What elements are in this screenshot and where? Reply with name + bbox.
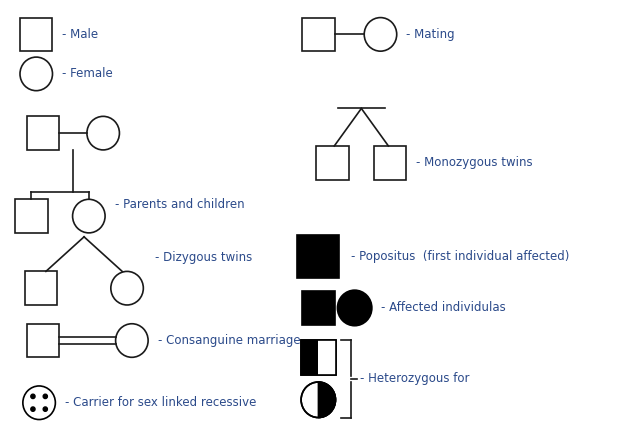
Bar: [27, 116, 59, 150]
Text: - Heterozygous for: - Heterozygous for: [360, 372, 470, 385]
Text: - Dizygous twins: - Dizygous twins: [155, 251, 252, 264]
Circle shape: [20, 57, 53, 91]
Text: - Affected individulas: - Affected individulas: [381, 301, 506, 314]
Circle shape: [43, 407, 48, 411]
Text: - Mating: - Mating: [406, 28, 455, 41]
Text: - Parents and children: - Parents and children: [115, 198, 244, 211]
Bar: [25, 271, 57, 305]
Bar: [302, 17, 334, 51]
Bar: [302, 291, 334, 325]
Bar: [27, 324, 59, 357]
Bar: [301, 340, 336, 375]
Circle shape: [337, 290, 372, 326]
Text: - Popositus  (first individual affected): - Popositus (first individual affected): [351, 250, 569, 263]
Circle shape: [364, 17, 397, 51]
Bar: [316, 146, 349, 180]
Text: - Monozygous twins: - Monozygous twins: [416, 156, 533, 169]
Circle shape: [111, 271, 143, 305]
Circle shape: [301, 382, 336, 417]
Text: - Consanguine marriage: - Consanguine marriage: [158, 334, 300, 347]
Bar: [20, 17, 53, 51]
Circle shape: [87, 116, 119, 150]
Circle shape: [72, 199, 105, 233]
Circle shape: [116, 324, 148, 357]
Bar: [15, 199, 48, 233]
Text: - Carrier for sex linked recessive: - Carrier for sex linked recessive: [65, 396, 256, 409]
Circle shape: [23, 386, 56, 420]
Text: - Female: - Female: [62, 67, 113, 80]
Circle shape: [43, 394, 48, 399]
Circle shape: [31, 407, 35, 411]
Polygon shape: [318, 382, 336, 417]
Text: - Male: - Male: [62, 28, 98, 41]
Bar: [374, 146, 406, 180]
Bar: [297, 235, 339, 278]
Circle shape: [31, 394, 35, 399]
Bar: [318, 340, 336, 375]
Bar: [301, 340, 336, 375]
